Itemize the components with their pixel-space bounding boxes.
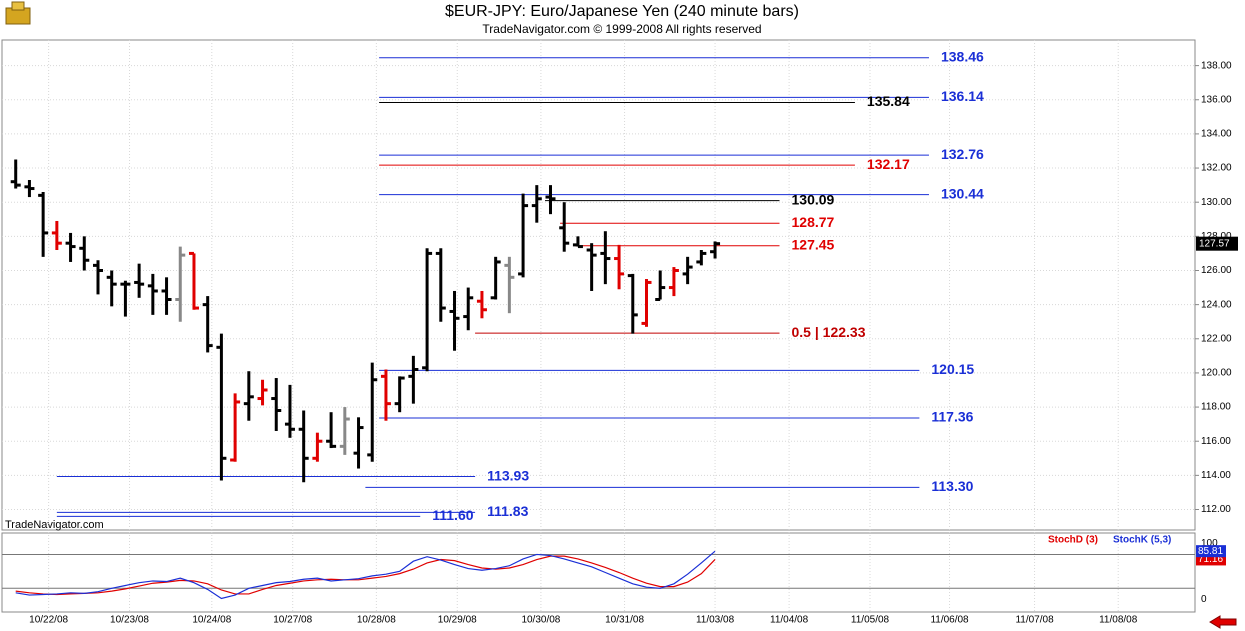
chart-subtitle: TradeNavigator.com © 1999-2008 All right… <box>482 22 761 36</box>
x-tick-label: 11/03/08 <box>696 615 735 626</box>
level-label: 117.36 <box>931 409 973 425</box>
stoch-frame <box>1 532 1196 613</box>
stoch-line <box>15 550 716 600</box>
last-value-label: 85.81 <box>1198 546 1223 557</box>
x-tick-label: 10/29/08 <box>438 615 477 626</box>
y-tick-label: 132.00 <box>1201 163 1232 174</box>
y-tick-label: 134.00 <box>1201 129 1232 140</box>
level-label: 111.83 <box>487 503 528 519</box>
level-label: 136.14 <box>941 88 984 104</box>
y-tick-label: 114.00 <box>1201 470 1231 481</box>
y-tick-label: 128.00 <box>1201 231 1232 242</box>
last-price-label: 127.57 <box>1199 238 1230 249</box>
y-tick-label: 118.00 <box>1201 402 1231 413</box>
level-label: 127.45 <box>792 236 835 252</box>
x-tick-label: 11/08/08 <box>1099 615 1138 626</box>
x-tick-label: 10/31/08 <box>605 615 644 626</box>
x-tick-label: 10/24/08 <box>192 615 231 626</box>
scroll-arrow[interactable] <box>1209 615 1237 629</box>
level-label: 113.93 <box>487 467 529 483</box>
level-label: 128.77 <box>792 214 835 230</box>
y-tick-label: 136.00 <box>1201 94 1232 105</box>
level-label: 135.84 <box>867 93 910 109</box>
y-tick-label: 138.00 <box>1201 60 1232 71</box>
level-label: 130.44 <box>941 185 984 201</box>
last-value-box <box>1196 545 1226 558</box>
x-tick-label: 11/06/08 <box>930 615 969 626</box>
watermark: TradeNavigator.com <box>5 519 104 531</box>
y-tick-label: 116.00 <box>1201 436 1231 447</box>
stoch-line <box>15 555 716 596</box>
x-tick-label: 11/05/08 <box>851 615 890 626</box>
level-label: 132.17 <box>867 156 910 172</box>
last-value-label: 71.16 <box>1198 554 1223 565</box>
x-tick-label: 10/23/08 <box>110 615 149 626</box>
x-tick-label: 10/27/08 <box>273 615 312 626</box>
chart-title: $EUR-JPY: Euro/Japanese Yen (240 minute … <box>445 3 799 20</box>
x-tick-label: 11/04/08 <box>770 615 809 626</box>
level-label: 138.46 <box>941 48 984 64</box>
y-tick-label: 124.00 <box>1201 299 1232 310</box>
level-label: 130.09 <box>792 191 835 207</box>
x-tick-label: 11/07/08 <box>1015 615 1054 626</box>
level-label: 132.76 <box>941 146 984 162</box>
y-tick-label: 130.00 <box>1201 197 1232 208</box>
price-frame <box>1 39 1196 531</box>
level-label: 111.60 <box>432 507 473 523</box>
y-tick-label: 120.00 <box>1201 368 1232 379</box>
y-tick-label: 0 <box>1201 594 1207 605</box>
y-tick-label: 112.00 <box>1201 504 1231 515</box>
level-label: 0.5 | 122.33 <box>792 324 866 340</box>
y-tick-label: 126.00 <box>1201 265 1232 276</box>
last-price-box <box>1196 236 1238 251</box>
level-label: 120.15 <box>931 361 974 377</box>
level-label: 113.30 <box>931 478 973 494</box>
logo <box>5 1 31 25</box>
y-tick-label: 100 <box>1201 538 1218 549</box>
y-tick-label: 122.00 <box>1201 333 1232 344</box>
x-tick-label: 10/22/08 <box>29 615 68 626</box>
x-tick-label: 10/28/08 <box>357 615 396 626</box>
legend-entry: StochK (5,3) <box>1113 535 1171 546</box>
x-tick-label: 10/30/08 <box>521 615 560 626</box>
legend-entry: StochD (3) <box>1048 535 1098 546</box>
